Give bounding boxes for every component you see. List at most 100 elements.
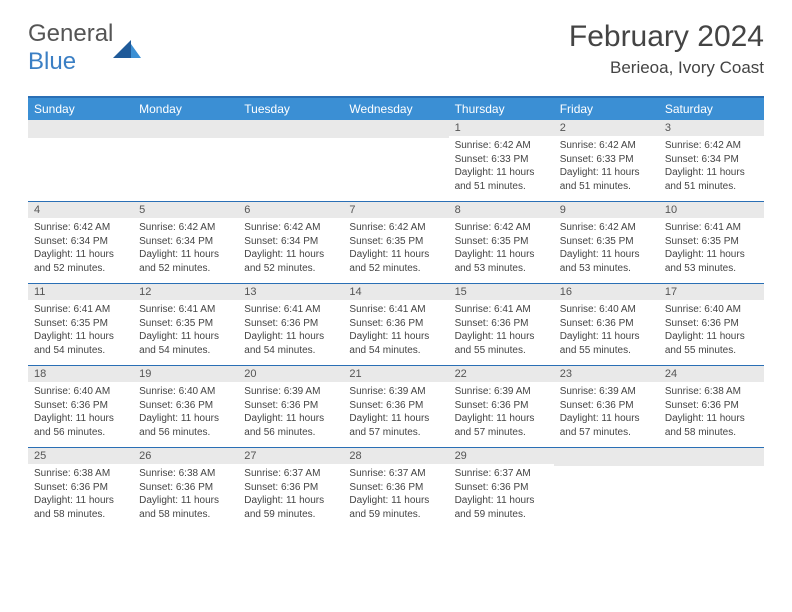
- calendar-cell: 24Sunrise: 6:38 AMSunset: 6:36 PMDayligh…: [659, 366, 764, 448]
- day-number: 22: [449, 366, 554, 382]
- day-body: [659, 466, 764, 524]
- calendar-cell: 2Sunrise: 6:42 AMSunset: 6:33 PMDaylight…: [554, 120, 659, 202]
- calendar-cell: 29Sunrise: 6:37 AMSunset: 6:36 PMDayligh…: [449, 448, 554, 530]
- day-body: Sunrise: 6:38 AMSunset: 6:36 PMDaylight:…: [133, 464, 238, 529]
- day-number: 26: [133, 448, 238, 464]
- day-number: 14: [343, 284, 448, 300]
- logo-word-2: Blue: [28, 48, 76, 75]
- logo-text: General Blue: [28, 20, 113, 76]
- calendar-cell: 19Sunrise: 6:40 AMSunset: 6:36 PMDayligh…: [133, 366, 238, 448]
- day-number: 5: [133, 202, 238, 218]
- day-number: 27: [238, 448, 343, 464]
- day-number: 3: [659, 120, 764, 136]
- calendar-cell: 25Sunrise: 6:38 AMSunset: 6:36 PMDayligh…: [28, 448, 133, 530]
- day-body: Sunrise: 6:37 AMSunset: 6:36 PMDaylight:…: [238, 464, 343, 529]
- day-number: 2: [554, 120, 659, 136]
- weekday-header: Sunday: [28, 97, 133, 120]
- day-number: 6: [238, 202, 343, 218]
- day-number: [133, 120, 238, 138]
- weekday-header: Monday: [133, 97, 238, 120]
- day-number: 29: [449, 448, 554, 464]
- calendar-cell: 9Sunrise: 6:42 AMSunset: 6:35 PMDaylight…: [554, 202, 659, 284]
- day-number: [343, 120, 448, 138]
- day-body: Sunrise: 6:39 AMSunset: 6:36 PMDaylight:…: [343, 382, 448, 447]
- calendar-cell: 20Sunrise: 6:39 AMSunset: 6:36 PMDayligh…: [238, 366, 343, 448]
- weekday-header-row: SundayMondayTuesdayWednesdayThursdayFrid…: [28, 97, 764, 120]
- day-body: Sunrise: 6:39 AMSunset: 6:36 PMDaylight:…: [554, 382, 659, 447]
- calendar-cell: 7Sunrise: 6:42 AMSunset: 6:35 PMDaylight…: [343, 202, 448, 284]
- calendar-cell: 8Sunrise: 6:42 AMSunset: 6:35 PMDaylight…: [449, 202, 554, 284]
- day-body: Sunrise: 6:42 AMSunset: 6:35 PMDaylight:…: [343, 218, 448, 283]
- calendar-cell: 14Sunrise: 6:41 AMSunset: 6:36 PMDayligh…: [343, 284, 448, 366]
- calendar-cell: 6Sunrise: 6:42 AMSunset: 6:34 PMDaylight…: [238, 202, 343, 284]
- day-number: 11: [28, 284, 133, 300]
- day-number: 8: [449, 202, 554, 218]
- calendar-week-row: 25Sunrise: 6:38 AMSunset: 6:36 PMDayligh…: [28, 448, 764, 530]
- day-body: Sunrise: 6:42 AMSunset: 6:34 PMDaylight:…: [28, 218, 133, 283]
- weekday-header: Thursday: [449, 97, 554, 120]
- day-number: 24: [659, 366, 764, 382]
- day-number: 21: [343, 366, 448, 382]
- calendar-cell: 4Sunrise: 6:42 AMSunset: 6:34 PMDaylight…: [28, 202, 133, 284]
- calendar-cell: 26Sunrise: 6:38 AMSunset: 6:36 PMDayligh…: [133, 448, 238, 530]
- day-body: [238, 138, 343, 196]
- day-body: Sunrise: 6:41 AMSunset: 6:35 PMDaylight:…: [659, 218, 764, 283]
- calendar-cell: 23Sunrise: 6:39 AMSunset: 6:36 PMDayligh…: [554, 366, 659, 448]
- weekday-header: Friday: [554, 97, 659, 120]
- day-number: 20: [238, 366, 343, 382]
- calendar-week-row: 11Sunrise: 6:41 AMSunset: 6:35 PMDayligh…: [28, 284, 764, 366]
- day-number: 9: [554, 202, 659, 218]
- day-number: 19: [133, 366, 238, 382]
- calendar-cell: 10Sunrise: 6:41 AMSunset: 6:35 PMDayligh…: [659, 202, 764, 284]
- day-body: Sunrise: 6:41 AMSunset: 6:36 PMDaylight:…: [449, 300, 554, 365]
- calendar-cell: 16Sunrise: 6:40 AMSunset: 6:36 PMDayligh…: [554, 284, 659, 366]
- day-body: Sunrise: 6:40 AMSunset: 6:36 PMDaylight:…: [133, 382, 238, 447]
- day-number: 25: [28, 448, 133, 464]
- calendar-body: 1Sunrise: 6:42 AMSunset: 6:33 PMDaylight…: [28, 120, 764, 529]
- day-body: Sunrise: 6:42 AMSunset: 6:35 PMDaylight:…: [554, 218, 659, 283]
- title-block: February 2024 Berieoa, Ivory Coast: [569, 20, 764, 78]
- calendar-cell: 1Sunrise: 6:42 AMSunset: 6:33 PMDaylight…: [449, 120, 554, 202]
- day-body: [554, 466, 659, 524]
- day-number: 13: [238, 284, 343, 300]
- location: Berieoa, Ivory Coast: [569, 58, 764, 78]
- calendar-cell: [238, 120, 343, 202]
- weekday-header: Wednesday: [343, 97, 448, 120]
- month-title: February 2024: [569, 20, 764, 54]
- day-number: 12: [133, 284, 238, 300]
- weekday-header: Tuesday: [238, 97, 343, 120]
- day-body: Sunrise: 6:41 AMSunset: 6:36 PMDaylight:…: [343, 300, 448, 365]
- calendar-cell: 21Sunrise: 6:39 AMSunset: 6:36 PMDayligh…: [343, 366, 448, 448]
- calendar-cell: [133, 120, 238, 202]
- calendar-cell: 17Sunrise: 6:40 AMSunset: 6:36 PMDayligh…: [659, 284, 764, 366]
- calendar-cell: 3Sunrise: 6:42 AMSunset: 6:34 PMDaylight…: [659, 120, 764, 202]
- day-body: Sunrise: 6:42 AMSunset: 6:33 PMDaylight:…: [554, 136, 659, 201]
- header: General Blue February 2024 Berieoa, Ivor…: [28, 20, 764, 78]
- day-number: 18: [28, 366, 133, 382]
- calendar-cell: 5Sunrise: 6:42 AMSunset: 6:34 PMDaylight…: [133, 202, 238, 284]
- calendar-cell: 28Sunrise: 6:37 AMSunset: 6:36 PMDayligh…: [343, 448, 448, 530]
- day-body: [343, 138, 448, 196]
- calendar-week-row: 4Sunrise: 6:42 AMSunset: 6:34 PMDaylight…: [28, 202, 764, 284]
- day-number: [659, 448, 764, 466]
- day-body: Sunrise: 6:41 AMSunset: 6:35 PMDaylight:…: [28, 300, 133, 365]
- day-body: Sunrise: 6:40 AMSunset: 6:36 PMDaylight:…: [659, 300, 764, 365]
- logo-word-1: General: [28, 20, 113, 47]
- logo: General Blue: [28, 20, 141, 76]
- day-body: Sunrise: 6:41 AMSunset: 6:35 PMDaylight:…: [133, 300, 238, 365]
- triangle-icon: [113, 40, 141, 60]
- calendar-table: SundayMondayTuesdayWednesdayThursdayFrid…: [28, 96, 764, 529]
- day-body: Sunrise: 6:39 AMSunset: 6:36 PMDaylight:…: [449, 382, 554, 447]
- day-body: Sunrise: 6:38 AMSunset: 6:36 PMDaylight:…: [659, 382, 764, 447]
- day-number: 7: [343, 202, 448, 218]
- day-body: Sunrise: 6:42 AMSunset: 6:34 PMDaylight:…: [659, 136, 764, 201]
- day-body: Sunrise: 6:38 AMSunset: 6:36 PMDaylight:…: [28, 464, 133, 529]
- day-number: 17: [659, 284, 764, 300]
- calendar-cell: 22Sunrise: 6:39 AMSunset: 6:36 PMDayligh…: [449, 366, 554, 448]
- calendar-cell: 11Sunrise: 6:41 AMSunset: 6:35 PMDayligh…: [28, 284, 133, 366]
- calendar-cell: [28, 120, 133, 202]
- calendar-week-row: 1Sunrise: 6:42 AMSunset: 6:33 PMDaylight…: [28, 120, 764, 202]
- day-body: [28, 138, 133, 196]
- day-number: 23: [554, 366, 659, 382]
- day-number: 15: [449, 284, 554, 300]
